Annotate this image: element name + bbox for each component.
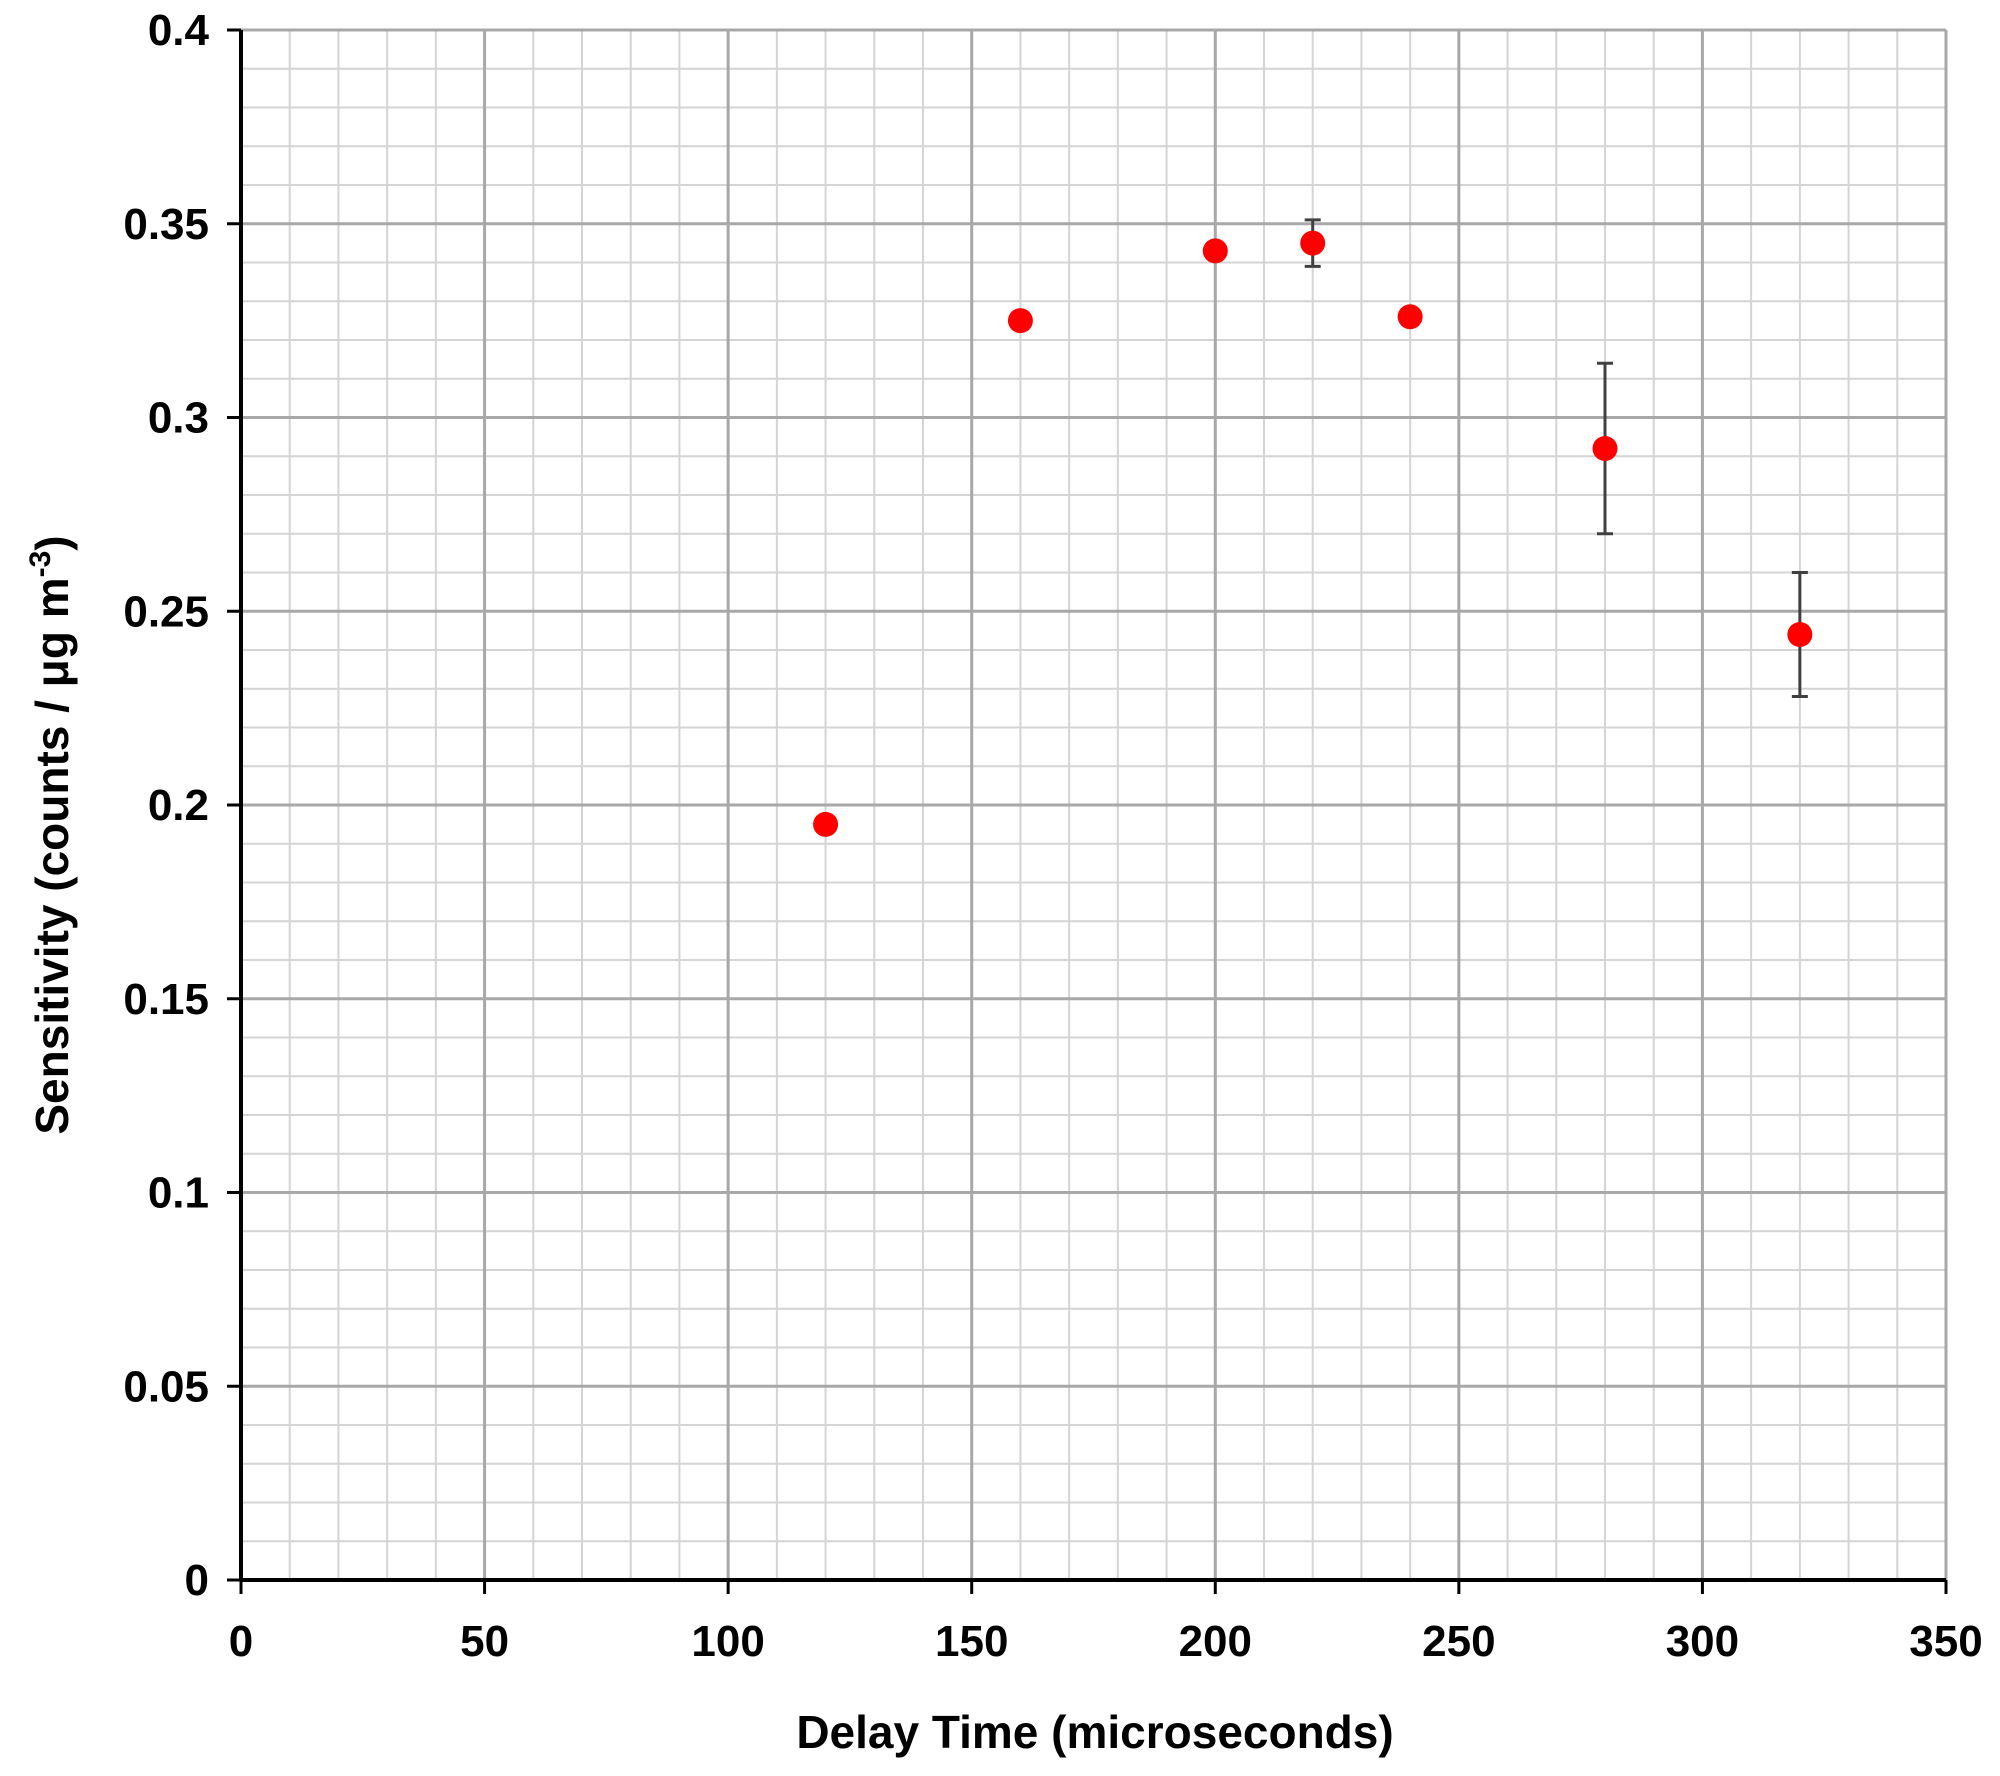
x-tick-label: 150	[935, 1617, 1008, 1666]
y-tick-label: 0.15	[123, 975, 209, 1024]
y-tick-label: 0.3	[148, 394, 209, 443]
axes	[227, 28, 1948, 1594]
x-tick-label: 50	[460, 1617, 509, 1666]
x-tick-label: 300	[1666, 1617, 1739, 1666]
data-point	[1202, 238, 1228, 264]
y-tick-label: 0.35	[123, 200, 209, 249]
y-tick-label: 0.1	[148, 1169, 209, 1218]
x-tick-label: 350	[1909, 1617, 1982, 1666]
y-axis-title: Sensitivity (counts / μg m-3)	[24, 535, 78, 1134]
x-tick-label: 200	[1179, 1617, 1252, 1666]
y-tick-label: 0	[185, 1556, 209, 1605]
major-gridlines	[241, 28, 1948, 1580]
data-point	[1300, 230, 1326, 256]
y-axis-title-main: Sensitivity (counts / μg m	[26, 577, 78, 1134]
y-tick-label: 0.4	[148, 6, 210, 55]
y-axis-title-superscript: -3	[24, 551, 57, 578]
x-tick-label: 250	[1422, 1617, 1495, 1666]
x-tick-labels: 0 50 100 150 200 250 300 350	[229, 1617, 1983, 1666]
x-tick-label: 0	[229, 1617, 253, 1666]
data-point	[1592, 436, 1618, 461]
y-axis-title-close: )	[26, 535, 78, 550]
data-point	[813, 811, 839, 837]
y-tick-label: 0.05	[123, 1362, 209, 1411]
data-points	[813, 230, 1813, 837]
data-point	[1007, 308, 1033, 334]
y-tick-labels: 0 0.05 0.1 0.15 0.2 0.25 0.3 0.35 0.4	[123, 6, 209, 1605]
y-tick-label: 0.25	[123, 587, 209, 636]
x-tick-label: 100	[691, 1617, 764, 1666]
y-tick-label: 0.2	[148, 781, 209, 830]
data-point	[1397, 304, 1423, 330]
x-axis-title: Delay Time (microseconds)	[796, 1706, 1393, 1758]
data-point	[1787, 622, 1813, 647]
